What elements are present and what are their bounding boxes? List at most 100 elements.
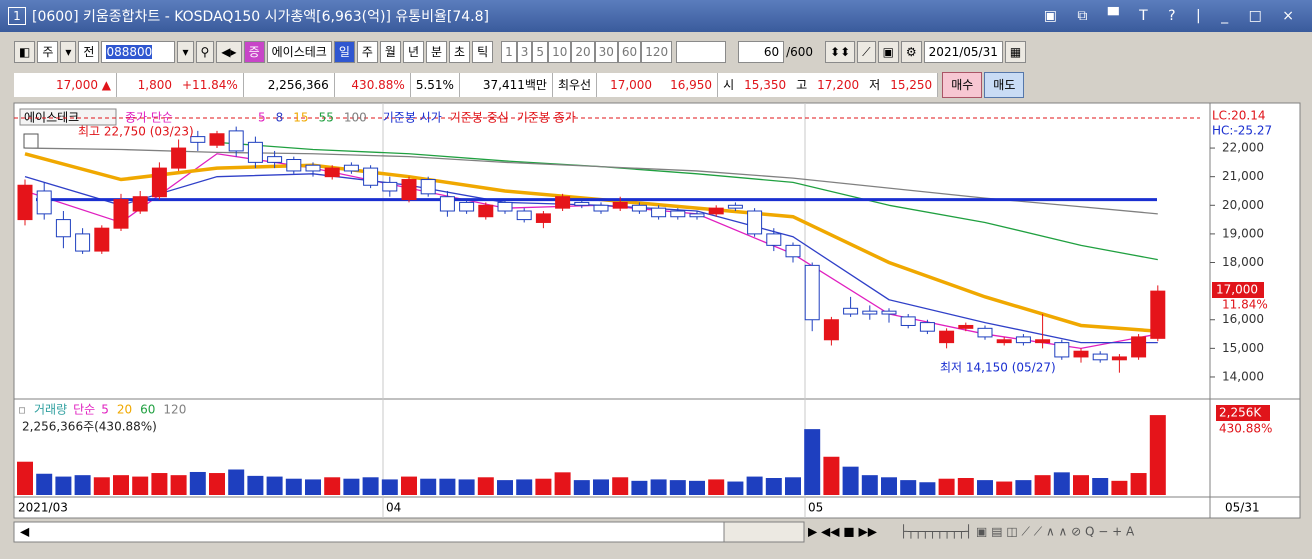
best-label: 최우선 [552,73,598,97]
candle-body [1111,356,1127,361]
market[interactable]: 주 [37,41,59,63]
interval-btn[interactable]: 60 [617,41,642,63]
volume-bar [420,478,437,495]
stock-name: 에이스테크 [24,111,79,125]
tool[interactable]: ⬍⬍ [825,41,856,63]
date[interactable]: 2021/05/31 [923,41,1003,63]
period-btn[interactable]: 분 [426,41,448,63]
buy-button[interactable]: 매수 [942,72,983,98]
dropdown[interactable]: ▾ [177,41,194,63]
count[interactable]: 60 [738,41,785,63]
volume-bar [132,476,149,495]
volume-bar [228,469,245,495]
bid: 16,950 [657,73,719,97]
range[interactable]: 전 [78,41,100,63]
search[interactable]: ⚲ [195,41,215,63]
candle-body [94,227,110,252]
candle-body [1092,353,1108,361]
volume-bar [247,475,264,495]
volume-bar [1034,475,1051,495]
sound[interactable]: ◀▸ [216,41,242,63]
interval-btn[interactable]: 30 [594,41,618,63]
interval-btn[interactable]: 5 [532,41,549,63]
candle-body [401,179,417,201]
volume-bar [631,480,648,495]
volume-bar [689,480,705,495]
volume-bar [439,478,456,495]
period-btn[interactable]: 월 [379,41,401,63]
candle-body [190,136,206,143]
x-label: 05 [808,501,823,515]
dropdown[interactable]: ▾ [60,41,77,63]
volume-bar [36,473,53,495]
volume-bar [113,475,129,495]
period-btn[interactable]: 년 [402,41,424,63]
candle-body [420,179,436,195]
volume-bar [74,475,91,495]
interval-btn[interactable]: 20 [571,41,595,63]
change: 1,800 [117,73,177,97]
volume-bar [977,480,993,495]
low-label: 저 [864,73,886,97]
table-icon[interactable] [23,133,39,149]
period-btn[interactable]: 일 [333,41,355,63]
settings[interactable]: ⚙ [900,41,922,63]
volume-bar [900,480,917,495]
x-label: 2021/03 [18,501,68,515]
candle-body [247,141,263,163]
tool-icons[interactable]: ├┬┬┬┬┬┬┬┬┤ ▣ ▤ ◫ ⟋ ⟋ ∧ ∧ ⊘ Q − + A [900,524,1135,539]
window-controls[interactable]: ▣ ⧉ ▀ T ? | _ □ × [1043,8,1302,24]
volume-bar [669,480,686,495]
x-axis [13,496,1301,519]
open-label: 시 [718,73,740,97]
volume-bar [881,477,897,495]
candle-body [555,196,571,209]
price-panel [13,102,1211,400]
volume-bar [842,466,859,495]
save[interactable]: ▣ [877,41,899,63]
volume-bar [1073,475,1089,495]
volume-bar [785,477,801,495]
last-pct: 11.84% [1222,298,1268,312]
sell-button[interactable]: 매도 [984,72,1025,98]
candle-body [823,319,839,341]
calendar[interactable]: ▦ [1004,41,1027,63]
scrollbar[interactable] [13,521,725,543]
volume-legend-prefix: 단순 [73,403,95,417]
nav-buttons[interactable]: ▶ ◀◀ ■ ▶▶ [808,525,878,539]
candle-body [708,207,724,215]
layout-btn[interactable]: ◧ [14,41,36,63]
interval-btn[interactable]: 3 [516,41,533,63]
candle-body [785,244,801,258]
open: 15,350 [739,73,792,97]
volume-legend-item: 120 [163,403,186,417]
volume-bar [362,477,379,495]
period-btn[interactable]: 주 [356,41,378,63]
period-btn[interactable]: 초 [449,41,471,63]
tool[interactable]: ⟋ [857,41,876,63]
interval-btn[interactable]: 10 [548,41,572,63]
legend-prefix: 종가 단순 [125,111,173,125]
candle-body [75,233,91,252]
volume-bar [708,479,725,495]
scroll-thumb[interactable] [723,521,805,543]
turnover: 5.51% [410,73,460,97]
volume-bar [593,479,609,495]
y-tick-label: 22,000 [1222,141,1264,155]
volume-bar [938,478,955,495]
interval-btn[interactable]: 1 [501,41,517,63]
high-label: 고 [791,73,813,97]
legend-item: 15 [293,111,308,125]
scroll-left[interactable]: ◀ [20,525,30,539]
code-input[interactable]: 088800 [101,41,176,63]
interval-input[interactable] [676,41,727,63]
period-btn[interactable]: 틱 [472,41,494,63]
volume-bar [477,477,494,495]
candle-body [36,190,52,215]
base-legend: 기준봉 중심 [450,111,509,125]
volume-bar [861,475,878,495]
interval-btn[interactable]: 120 [641,41,673,63]
candle-body [286,159,302,172]
volume-bar [804,429,821,495]
